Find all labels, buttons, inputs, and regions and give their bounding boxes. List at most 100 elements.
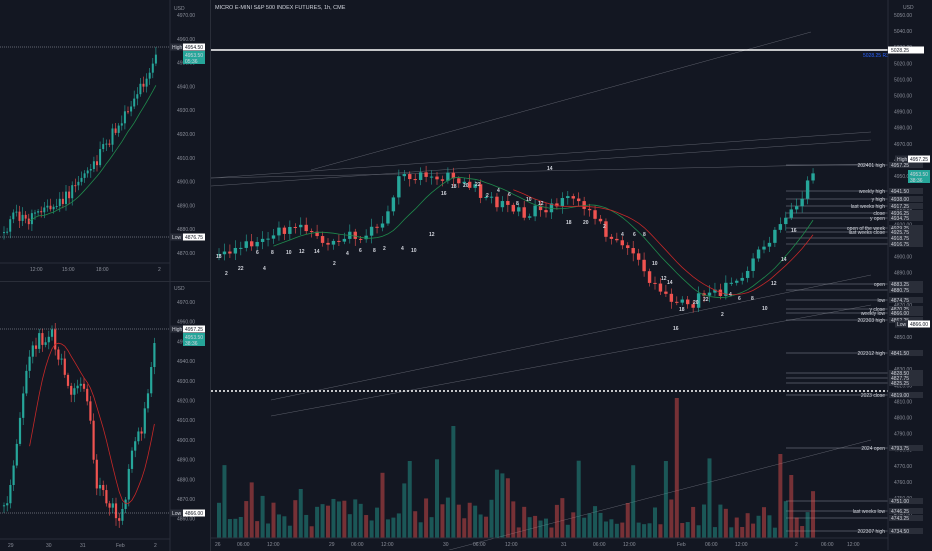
left-bottom-chart-panel[interactable]: USD 4970.004960.004950.004940.004930.004… [0,281,211,551]
level-tag [889,203,923,209]
candle-count: 8 [643,232,646,238]
low-value: 4866.00 [910,322,928,328]
volume-bar [293,500,298,538]
time-label: 12:00 [381,542,394,548]
main-chart[interactable]: MICRO E-MINI S&P 500 INDEX FUTURES, 1h, … [211,0,932,550]
candle [137,431,140,442]
level-tag [889,515,923,521]
price-axis-label: 4820.00 [894,383,912,389]
candle [544,210,548,213]
level-tag [889,287,923,293]
level-tag [889,392,923,398]
volume-bar [718,504,723,538]
candle-count: 4 [263,266,266,272]
high-label: High [897,157,908,163]
volume-bar [336,501,341,538]
date-label: 2 [154,543,157,549]
candle [277,227,281,236]
candle [724,282,728,296]
candle [96,161,98,166]
candle [686,299,690,305]
candle [408,174,412,180]
volume-bar [707,458,712,538]
volume-bar [516,527,521,538]
level-value: 4938.00 [891,197,909,203]
candle [108,143,111,145]
volume-bar [473,505,478,538]
level-tag [889,235,923,241]
volume-bar [636,522,641,538]
currency-label: USD [174,286,185,292]
candle [145,78,148,87]
candle [266,238,270,240]
candle-count: 18 [679,307,685,313]
volume-bar [762,507,766,538]
candle [620,240,624,246]
candle [50,329,54,337]
candle-count: 10 [411,248,417,254]
level-tag [889,310,923,316]
volume-bar [614,523,619,538]
left-top-chart[interactable]: USD 4970.004960.004950.004940.004930.004… [0,0,210,281]
level-value: 4841.50 [891,351,909,357]
volume-bar [222,465,227,538]
candle [52,206,55,210]
candle [304,224,308,232]
main-chart-panel[interactable]: MICRO E-MINI S&P 500 INDEX FUTURES, 1h, … [211,0,932,550]
price-axis-label: 4760.00 [894,480,912,486]
volume-bar [484,516,489,538]
volume-bar [767,515,772,538]
volume-bar [347,514,352,538]
price-axis-label: 4790.00 [894,432,912,438]
level-name: last weeks close [849,230,886,236]
level-tag [889,215,923,221]
candle-count: 6 [633,232,636,238]
volume-bar [691,506,696,538]
high-label: High [172,327,183,333]
volume-bar [571,512,576,538]
volume-bar [712,527,717,538]
candle-count: 22 [475,182,481,188]
level-value: 4746.25 [891,509,909,515]
candle [767,242,772,247]
candle [664,291,668,294]
candle [457,178,461,184]
price-axis-label: 4930.00 [894,206,912,212]
candle [462,181,466,184]
candle [413,179,417,181]
candle [440,179,445,181]
candle [795,206,799,210]
left-top-chart-panel[interactable]: USD 4970.004960.004950.004940.004930.004… [0,0,211,281]
volume-bar [811,491,816,538]
low-label: Low [172,235,182,241]
time-label: 06:00 [593,542,606,548]
candle-count: 22 [703,297,709,303]
candle-count: 8 [516,201,519,207]
volume-bar [266,523,271,538]
pivot-note: 5028.25 R3 [863,53,889,59]
volume-bar [593,506,598,538]
volume-bar [217,502,221,538]
candle [233,247,238,254]
candle [60,358,63,360]
volume-bar [407,461,412,538]
left-bottom-chart[interactable]: USD 4970.004960.004950.004940.004930.004… [0,282,210,551]
candle [12,465,15,485]
volume-bar [756,515,761,538]
time-label: 30 [443,542,449,548]
candle [397,176,401,198]
price-axis-label: 4870.00 [177,497,195,503]
moving-average-green [273,176,814,299]
candle [146,393,150,409]
candle [66,374,70,386]
candle [105,490,108,504]
high-value: 4957.25 [910,157,928,163]
volume-bar [576,460,581,538]
volume-bar [238,516,243,538]
level-tag [889,229,923,235]
volume-bar [298,489,303,538]
candle [148,72,151,79]
volume-bar [451,426,456,538]
volume-bar [680,523,685,538]
time-label: 2 [795,542,798,548]
